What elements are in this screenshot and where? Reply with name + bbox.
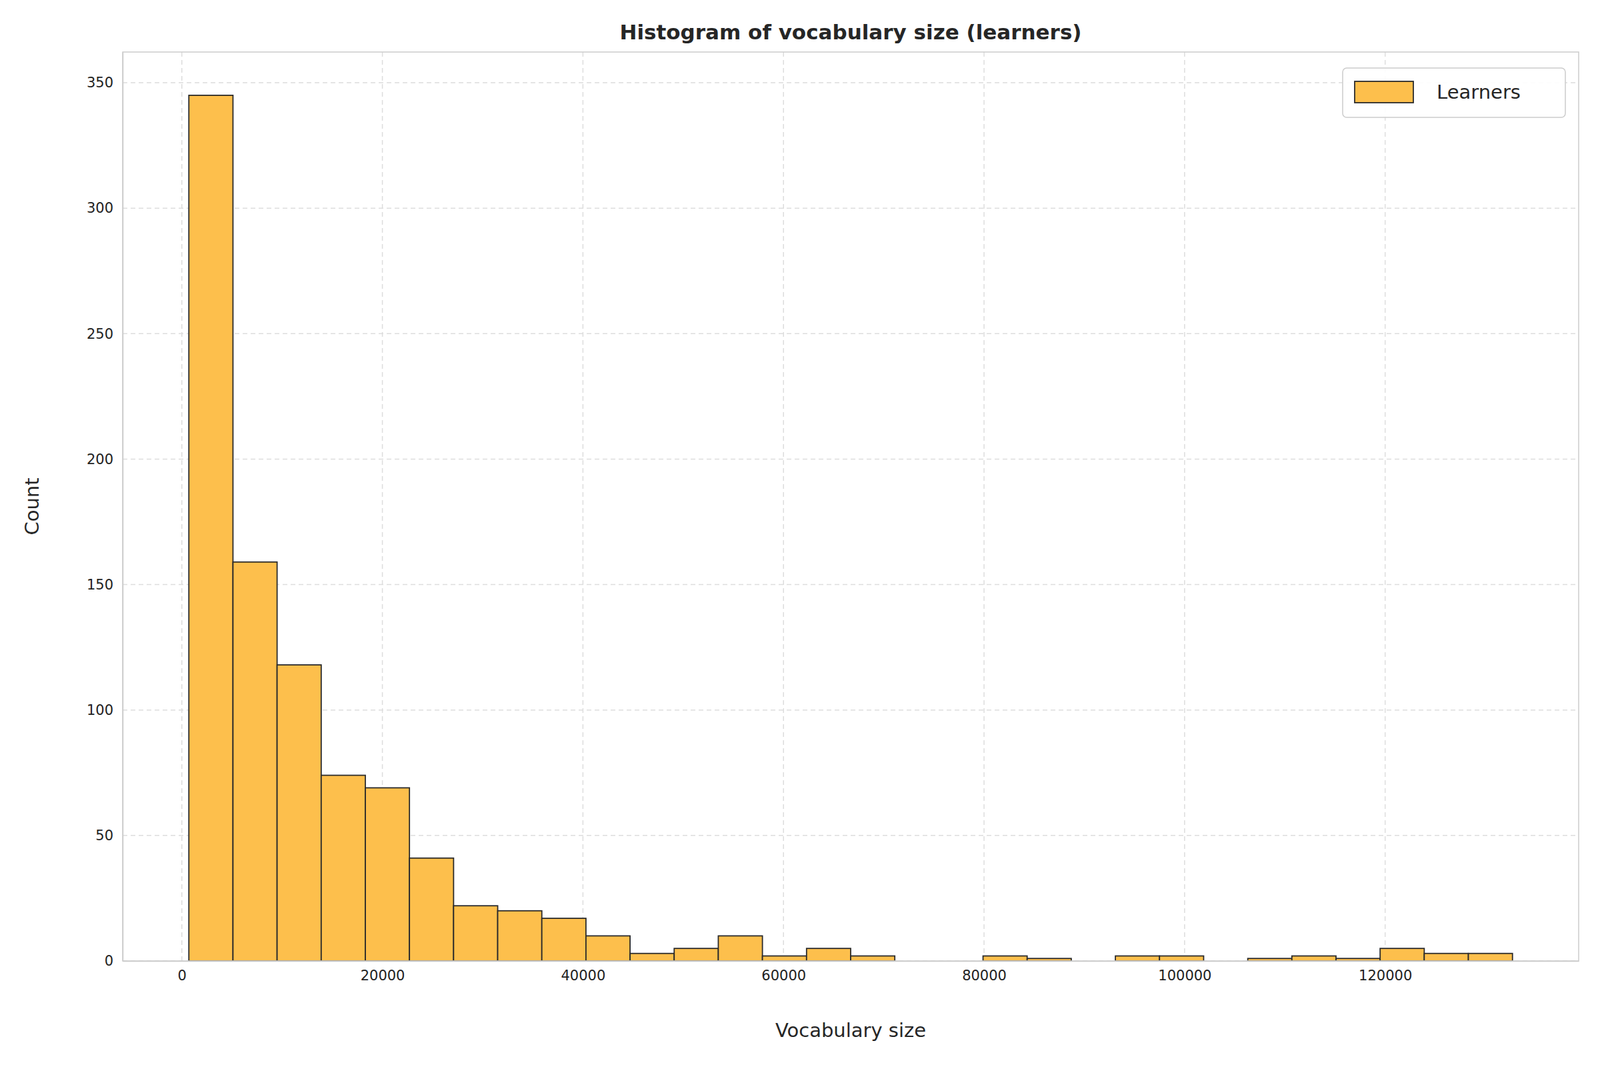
y-tick: 100 — [86, 702, 123, 718]
x-tick: 100000 — [1158, 960, 1212, 984]
legend-label: Learners — [1436, 80, 1521, 104]
plot-frame — [122, 52, 1579, 961]
grid-line-x — [582, 52, 584, 961]
x-axis: 0 20000 40000 60000 80000 100000 120000 — [123, 960, 1580, 984]
histogram-bar — [188, 95, 233, 961]
histogram-bar — [983, 955, 1028, 961]
x-tick-label: 60000 — [761, 967, 806, 984]
bars — [188, 95, 1512, 961]
histogram-bar — [1468, 953, 1513, 961]
histogram-bar — [1424, 953, 1468, 961]
legend-swatch — [1354, 81, 1414, 103]
histogram-bar — [1159, 955, 1204, 961]
y-tick: 200 — [86, 451, 123, 468]
y-tick: 250 — [86, 326, 123, 342]
x-tick-label: 100000 — [1158, 967, 1212, 984]
histogram-bar — [277, 664, 322, 961]
x-tick: 60000 — [761, 960, 806, 984]
x-axis-line — [123, 960, 1580, 962]
histogram-bar — [542, 918, 586, 961]
histogram-bar — [674, 948, 718, 961]
histogram-bar — [232, 562, 277, 961]
grid-line-x — [181, 52, 183, 961]
x-tick: 0 — [178, 960, 187, 984]
x-axis-title: Vocabulary size — [775, 1018, 926, 1042]
y-tick-label: 100 — [86, 702, 114, 718]
x-tick-label: 0 — [178, 967, 187, 984]
histogram-bar — [365, 787, 410, 961]
y-tick: 50 — [95, 827, 123, 844]
x-tick-label: 120000 — [1358, 967, 1412, 984]
grid-line-y — [122, 333, 1579, 335]
y-tick-label: 50 — [95, 827, 114, 844]
chart: 0 20000 40000 60000 80000 100000 120000 0 50 100 1… — [0, 0, 1600, 1067]
grid-line-y — [122, 207, 1579, 209]
legend: Learners — [1342, 68, 1566, 118]
histogram-bar — [453, 905, 498, 961]
x-tick: 40000 — [560, 960, 606, 984]
histogram-bar — [321, 775, 366, 961]
x-tick: 120000 — [1358, 960, 1412, 984]
x-tick-label: 80000 — [962, 967, 1007, 984]
legend-box — [1342, 68, 1566, 118]
y-tick-label: 200 — [86, 451, 114, 468]
y-tick-label: 300 — [86, 200, 114, 216]
histogram-bar — [1115, 955, 1160, 961]
y-tick: 350 — [86, 74, 123, 91]
histogram-bar — [409, 858, 454, 961]
histogram-bar — [1380, 948, 1424, 961]
y-tick-label: 0 — [104, 952, 114, 969]
title: Histogram of vocabulary size (learners) — [619, 20, 1082, 44]
y-axis-line — [122, 52, 124, 962]
y-tick: 150 — [86, 576, 123, 593]
y-axis: 0 50 100 150 200 250 300 350 — [86, 52, 124, 970]
x-tick: 80000 — [962, 960, 1007, 984]
histogram-bar — [498, 910, 542, 961]
grid-line-y — [122, 709, 1579, 711]
histogram-bar — [1292, 955, 1336, 961]
grid-line-x — [983, 52, 985, 961]
y-tick-label: 350 — [86, 74, 114, 91]
grid-line-y — [122, 458, 1579, 460]
grid-line-x — [1184, 52, 1186, 961]
x-tick: 20000 — [360, 960, 406, 984]
grid-line-y — [122, 584, 1579, 586]
grid-line-x — [1384, 52, 1386, 961]
y-tick: 0 — [104, 952, 123, 969]
histogram-bar — [630, 953, 674, 961]
grid-line-x — [782, 52, 784, 961]
y-tick-label: 250 — [86, 326, 114, 342]
histogram-bar — [806, 948, 851, 961]
y-tick: 300 — [86, 200, 123, 216]
grid — [122, 52, 1579, 961]
y-tick-label: 150 — [86, 576, 114, 593]
histogram-bar — [850, 955, 895, 961]
histogram-bar — [586, 935, 630, 961]
x-tick-label: 20000 — [360, 967, 406, 984]
x-tick-label: 40000 — [560, 967, 606, 984]
histogram-bar — [762, 955, 807, 961]
y-axis-title: Count — [20, 477, 44, 535]
histogram-bar — [718, 935, 762, 961]
